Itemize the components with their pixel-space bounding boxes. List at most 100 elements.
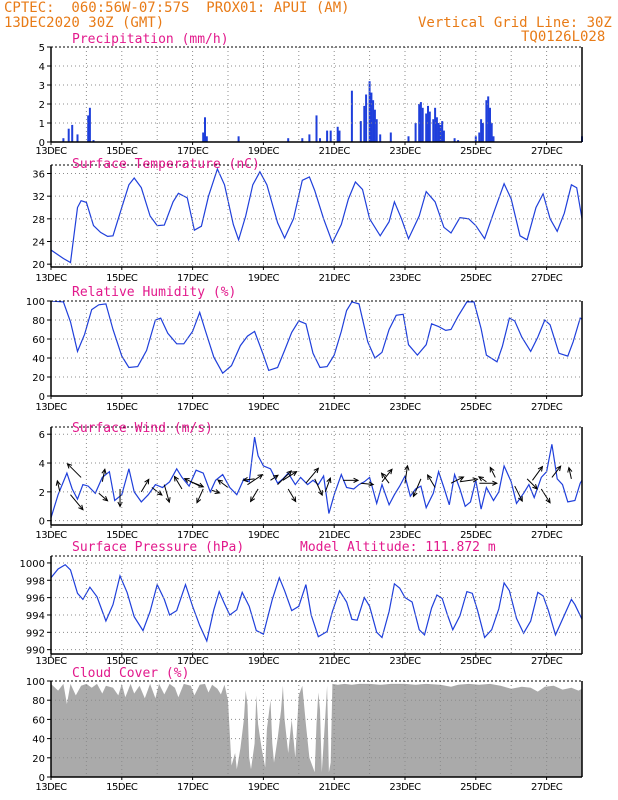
wind-vector-head [286,470,293,476]
wind-vector-head [165,497,171,504]
panel-title: Relative Humidity (%) [72,285,236,300]
wind-vector-head [380,472,387,479]
wind-vector [277,470,292,486]
wind-vector [532,466,543,481]
wind-vector [98,492,108,502]
wind-vector-head [555,465,562,472]
x-tick-label: 27DEC [531,146,563,157]
wind-vector [514,485,523,502]
precip-bar [389,132,392,142]
y-tick-label: 60 [32,335,45,346]
y-tick-label: 40 [32,354,45,365]
panel-3: 0 2 4 6 13DEC 15DEC 17DEC 19DEC 21DEC 23DEC 25DEC 2… [35,421,583,541]
wind-vector [459,478,478,483]
y-tick-label: 4 [39,459,45,470]
precip-bar [350,90,353,142]
x-tick-label: 25DEC [460,402,492,413]
wind-vector-head [368,481,375,487]
precip-bar [439,124,442,142]
precip-bar [434,107,437,142]
x-tick-label: 13DEC [35,402,67,413]
x-tick-label: 21DEC [319,273,351,284]
precip-bar [442,130,445,142]
panel-2: 0 20 40 60 80 100 13DEC 15DEC 17DEC 19DEC 21DEC 23D… [26,285,583,413]
precip-bar [485,100,488,142]
precip-bar [437,123,440,142]
x-tick-label: 13DEC [35,146,67,157]
precip-bar [204,117,206,142]
wind-vector [427,474,436,488]
precip-bar [329,130,332,142]
x-tick-label: 17DEC [177,273,209,284]
panel-title: Cloud Cover (%) [72,666,189,681]
y-tick-label: 0 [39,138,45,149]
precip-bar [407,136,410,142]
precip-bar [425,113,428,142]
y-tick-label: 5 [39,43,45,54]
wind-vector-head [257,474,264,480]
wind-vector-head [477,476,484,482]
precip-bar [71,124,74,142]
x-tick-label: 23DEC [389,146,421,157]
x-tick-label: 27DEC [531,782,563,793]
precip-bar [87,115,90,142]
panel-title: Surface Pressure (hPa) [72,540,244,555]
x-tick-label: 27DEC [531,656,563,667]
y-tick-label: 20 [32,260,45,271]
wind-vector [217,479,229,488]
wind-vector [551,465,562,478]
wind-vector-head [242,477,249,483]
x-tick-label: 17DEC [177,782,209,793]
x-tick-label: 15DEC [106,782,138,793]
wind-vector-head [353,477,360,483]
precip-bar [379,134,382,142]
wind-vector [489,467,496,478]
precip-bar [492,136,495,142]
wind-vector-head [472,477,479,483]
cloud-cover-area [51,683,582,777]
x-tick-label: 23DEC [389,402,421,413]
precip-bar [237,136,240,142]
date-header: 13DEC2020 30Z (GMT) [4,15,165,31]
precip-bar [287,138,290,142]
wind-vector-head [156,490,163,496]
wind-vector [174,476,183,490]
precip-bar [205,136,208,142]
y-tick-label: 100 [26,297,45,308]
wind-vector-head [249,496,256,503]
precip-bar [62,138,65,142]
precip-bar [490,123,493,142]
x-tick-label: 27DEC [531,402,563,413]
y-tick-label: 80 [32,316,45,327]
x-tick-label: 23DEC [389,656,421,667]
wind-vector [282,471,297,481]
panel-title: Surface Temperature (nC) [72,157,260,172]
wind-vector [140,479,150,493]
precip-bar [435,117,438,142]
precip-bar [76,134,79,142]
panel-0: 0 1 2 3 4 5 13DEC 15DEC 17DEC 19DEC 21DEC 23DEC 25DE… [35,32,583,157]
x-tick-label: 25DEC [460,273,492,284]
wind-vector [526,478,538,490]
y-tick-label: 24 [32,238,45,249]
y-tick-label: 2 [39,488,45,499]
wind-vector-head [489,466,495,473]
wind-vector [381,472,390,484]
precip-bar [301,138,304,142]
x-tick-label: 21DEC [319,402,351,413]
wind-vector [314,478,323,496]
y-tick-label: 6 [39,430,45,441]
y-tick-label: 4 [39,62,45,73]
wind-vector-head [537,465,544,472]
precip-bar [336,126,339,142]
y-tick-label: 20 [32,754,45,765]
precip-bar [363,105,366,142]
y-tick-label: 0 [39,392,45,403]
wind-vector-head [545,497,551,504]
wind-vector [56,480,61,492]
wind-vector [568,467,572,479]
precip-bar [432,119,435,142]
wind-vector-head [183,478,190,483]
y-tick-label: 3 [39,81,45,92]
